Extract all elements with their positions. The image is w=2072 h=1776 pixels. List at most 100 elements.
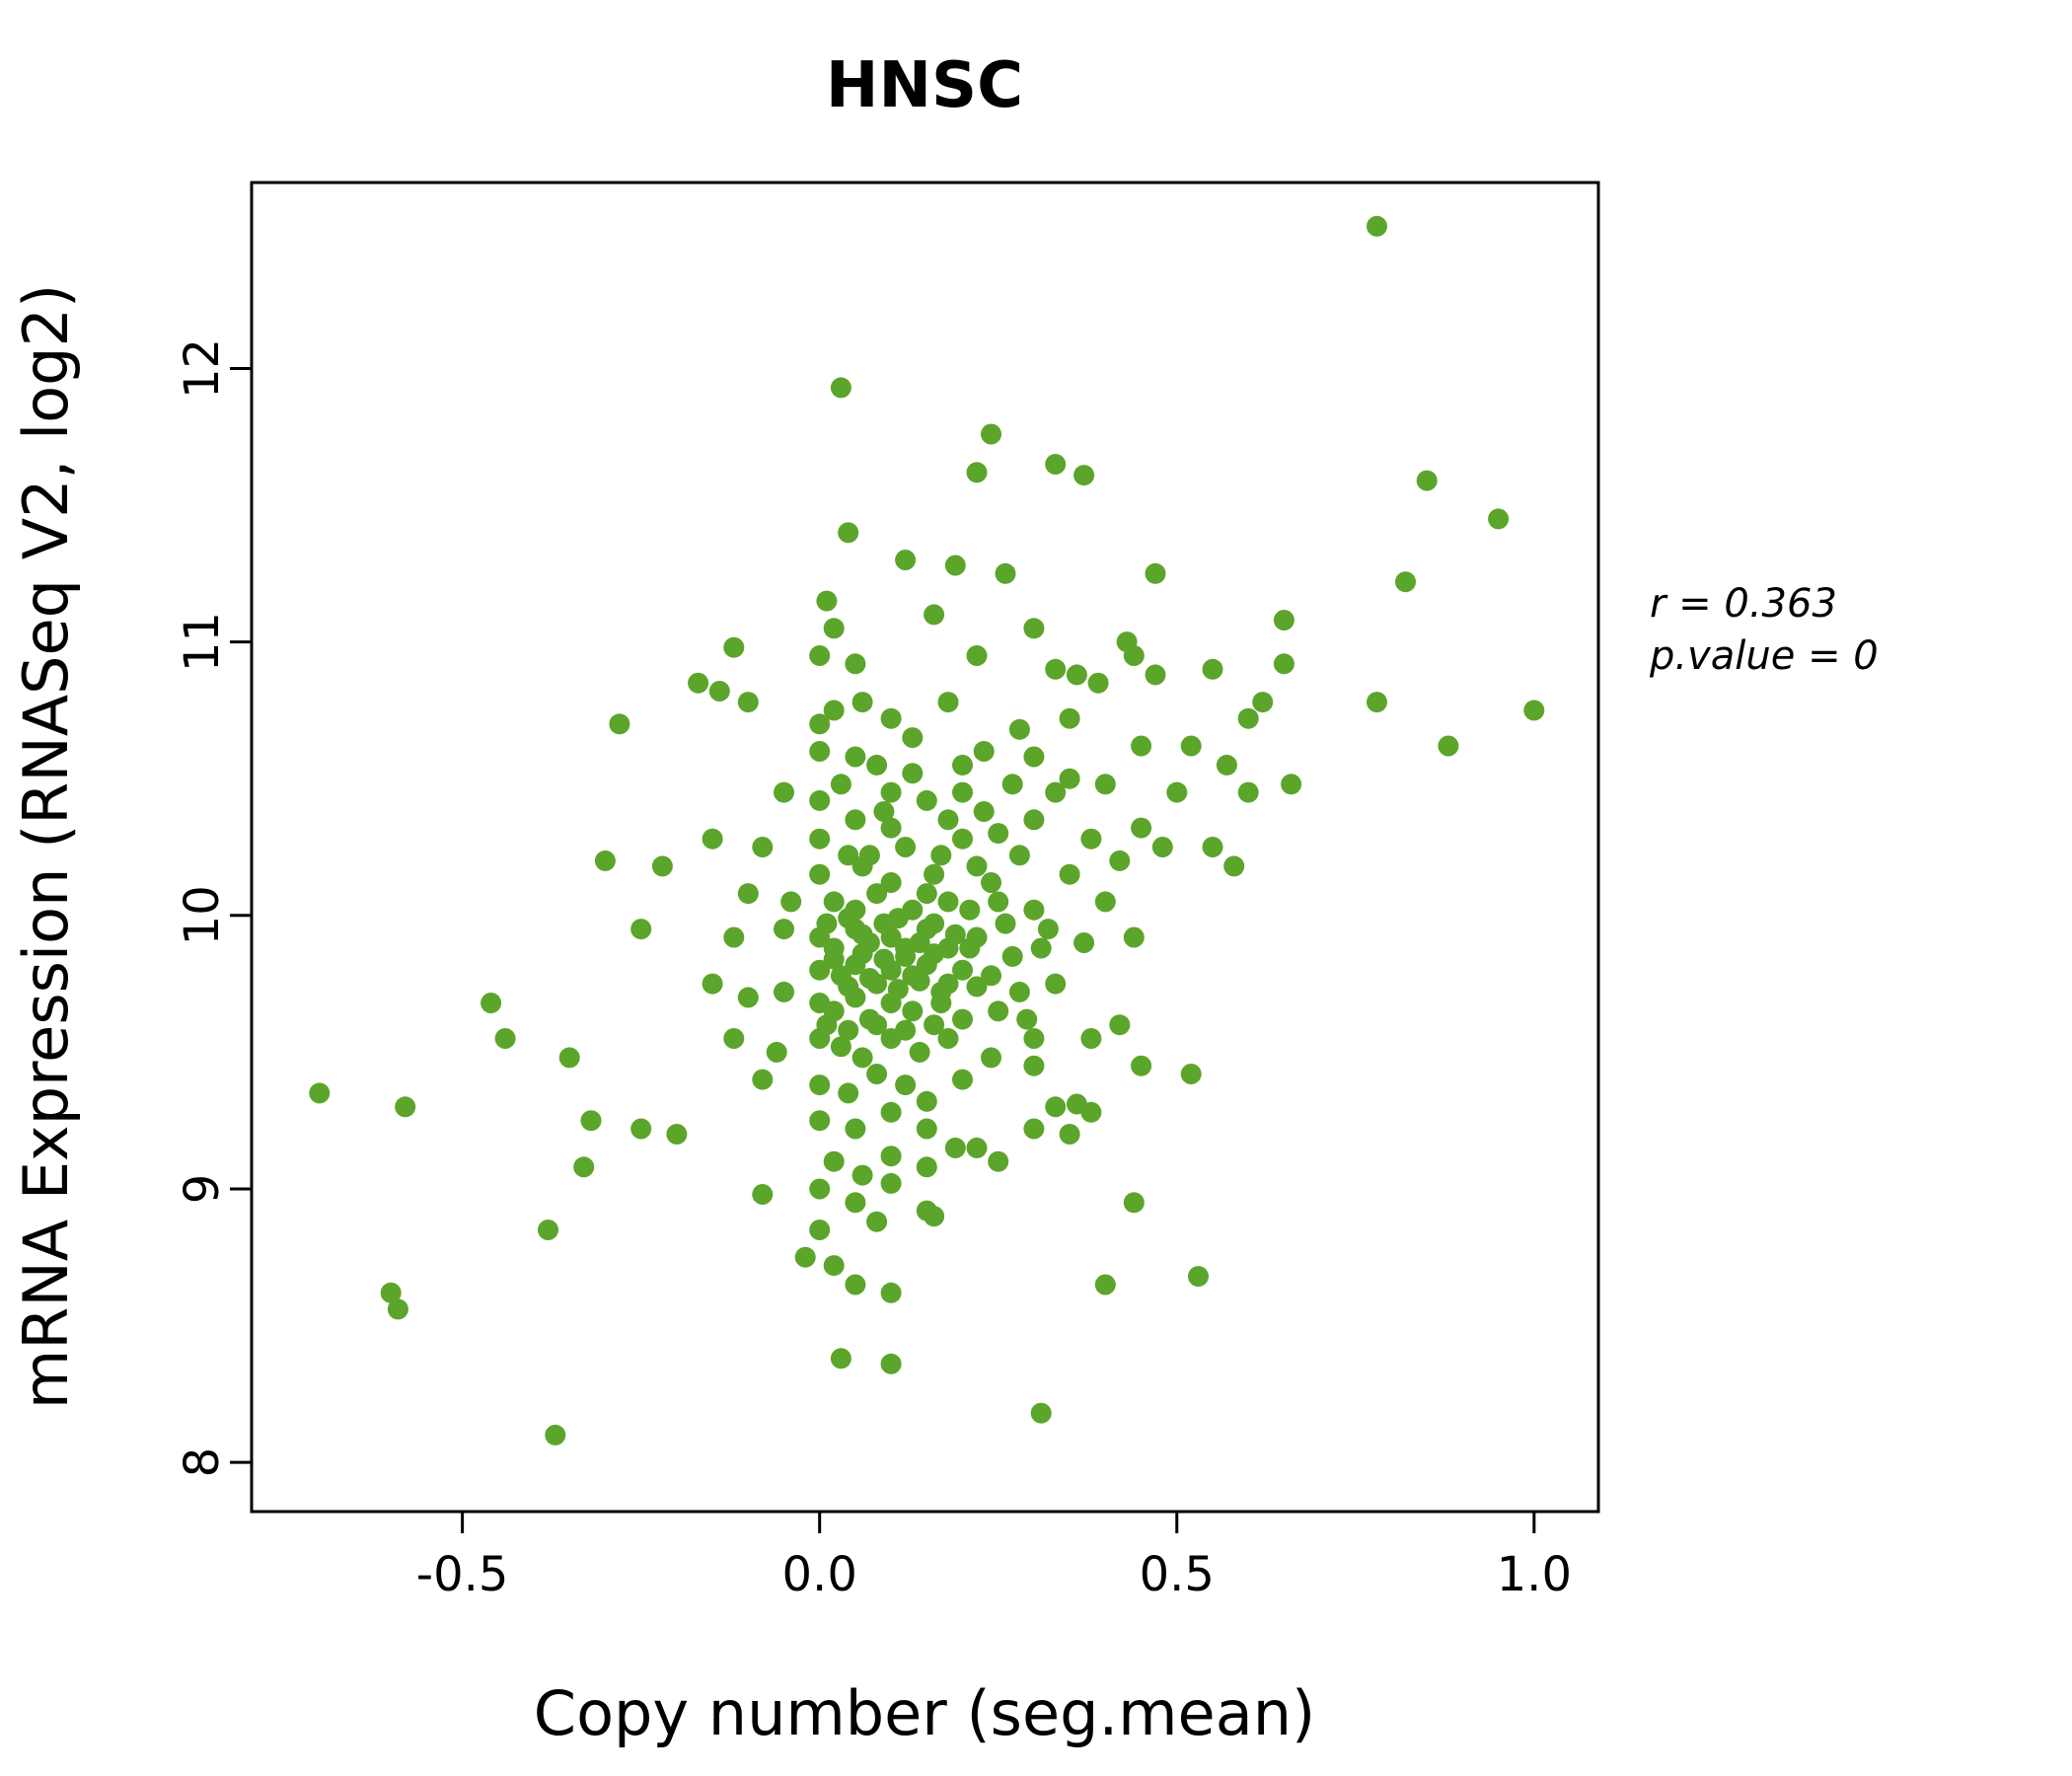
data-point (816, 590, 838, 612)
data-point (851, 855, 873, 877)
data-point (774, 781, 794, 803)
data-point (902, 1000, 924, 1022)
data-point (1223, 855, 1245, 877)
data-point (1037, 919, 1059, 940)
data-point (895, 550, 917, 570)
data-point (1145, 664, 1166, 686)
data-point (880, 781, 902, 803)
data-point (981, 1047, 1001, 1069)
data-point (838, 522, 859, 544)
data-point (916, 883, 937, 905)
data-point (1237, 781, 1259, 803)
data-point (924, 913, 945, 934)
data-point (880, 1146, 902, 1167)
y-tick-label: 8 (175, 1447, 230, 1478)
data-point (1008, 718, 1030, 740)
plot-area: -0.5 0.0 0.5 1.0 8 9 10 11 12 (175, 181, 1600, 1602)
data-point (1367, 215, 1387, 237)
data-point (1059, 1124, 1080, 1145)
data-point (780, 891, 802, 913)
data-point (902, 727, 924, 749)
data-point (988, 891, 1009, 913)
data-point (1080, 828, 1102, 850)
data-point (1045, 781, 1067, 803)
y-tick-label: 12 (175, 338, 230, 399)
data-point (866, 1211, 888, 1232)
data-point (851, 1164, 873, 1186)
chart-title: HNSC (826, 49, 1023, 122)
x-tick-label: 0.5 (1140, 1547, 1215, 1602)
correlation-pvalue-annotation: p.value = 0 (1649, 633, 1879, 679)
data-point (1080, 1101, 1102, 1123)
data-point (809, 1110, 831, 1132)
data-point (538, 1220, 558, 1240)
data-point (688, 672, 709, 694)
data-point (973, 741, 995, 762)
data-point (766, 1041, 787, 1063)
data-point (1438, 735, 1459, 757)
data-point (966, 976, 988, 998)
data-point (830, 1036, 851, 1058)
data-point (1123, 926, 1145, 948)
data-point (916, 789, 937, 811)
data-point (838, 1082, 859, 1104)
data-point (1045, 454, 1067, 475)
data-point (309, 1082, 331, 1104)
data-point (809, 713, 831, 735)
y-tick-label: 10 (175, 885, 230, 945)
data-point (851, 692, 873, 713)
data-point (937, 1028, 959, 1049)
data-point (816, 913, 838, 934)
data-point (809, 789, 831, 811)
data-point (630, 919, 652, 940)
x-tick-label: -0.5 (416, 1547, 509, 1602)
data-point (809, 1028, 831, 1049)
data-point (1059, 863, 1080, 885)
data-point (909, 1041, 930, 1063)
data-point (1237, 707, 1259, 729)
data-point (1094, 891, 1116, 913)
y-tick-label: 9 (175, 1174, 230, 1205)
data-point (851, 924, 873, 945)
data-point (1188, 1266, 1209, 1288)
data-point (651, 855, 673, 877)
data-point (845, 1118, 866, 1140)
data-point (558, 1047, 580, 1069)
data-point (1488, 508, 1510, 530)
data-point (902, 763, 924, 784)
data-point (723, 926, 745, 948)
y-axis-label: mRNA Expression (RNASeq V2, log2) (10, 284, 82, 1409)
data-point (809, 1178, 831, 1200)
data-point (1281, 774, 1302, 795)
data-point (1080, 1028, 1102, 1049)
data-point (858, 968, 880, 989)
data-point (838, 845, 859, 866)
data-point (851, 1047, 873, 1069)
data-point (924, 863, 945, 885)
data-point (1131, 1055, 1152, 1076)
data-point (1023, 746, 1045, 768)
data-point (981, 965, 1001, 987)
data-point (702, 973, 723, 995)
data-point (395, 1096, 416, 1118)
data-point (1023, 1055, 1045, 1076)
data-point (930, 845, 952, 866)
data-point (774, 919, 794, 940)
data-point (866, 1064, 888, 1084)
data-point (895, 837, 917, 857)
data-point (580, 1110, 602, 1132)
data-point (809, 1074, 831, 1096)
data-point (952, 754, 973, 776)
data-point (880, 817, 902, 839)
data-point (594, 850, 616, 871)
correlation-r-annotation: r = 0.363 (1650, 581, 1837, 627)
data-point (916, 1156, 937, 1178)
data-point (973, 801, 995, 822)
data-point (1059, 707, 1080, 729)
data-point (916, 1118, 937, 1140)
data-point (988, 1150, 1009, 1172)
data-point (830, 774, 851, 795)
data-point (1001, 945, 1023, 967)
data-point (930, 993, 952, 1013)
